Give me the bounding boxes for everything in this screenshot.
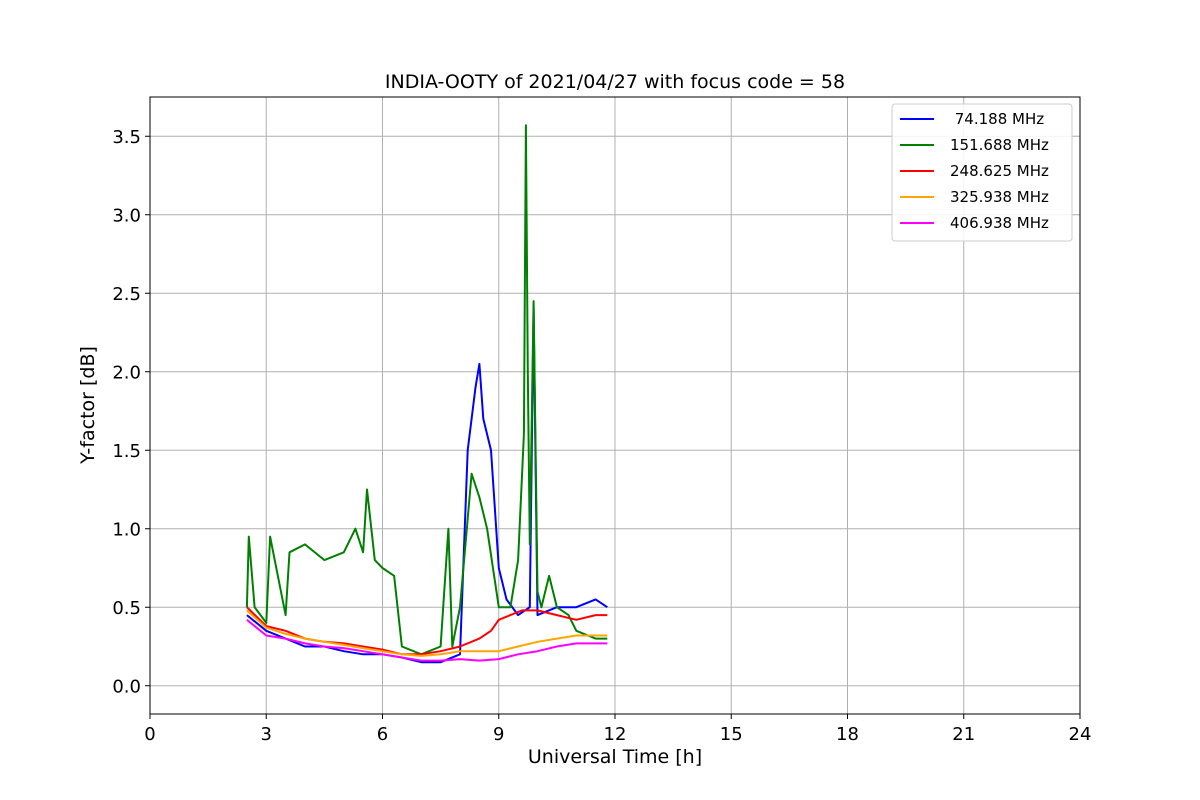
y-tick-label: 1.0: [112, 520, 141, 541]
x-tick-label: 3: [261, 724, 272, 745]
legend-label: 74.188 MHz: [950, 110, 1044, 128]
legend-label: 325.938 MHz: [950, 188, 1049, 206]
series-line-3: [246, 609, 608, 657]
y-axis: 0.0 0.5 1.0 1.5 2.0 2.5 3.0 3.5: [112, 127, 150, 698]
y-tick-label: 2.0: [112, 363, 141, 384]
legend-label: 151.688 MHz: [950, 136, 1049, 154]
series-line-4: [246, 619, 608, 662]
legend: 74.188 MHz 151.688 MHz 248.625 MHz 325.938 …: [891, 103, 1073, 242]
x-tick-label: 6: [377, 724, 388, 745]
y-tick-label: 0.0: [112, 677, 141, 698]
series-line-1: [245, 124, 608, 656]
y-tick-label: 3.0: [112, 206, 141, 227]
x-tick-label: 21: [952, 724, 975, 745]
y-tick-label: 0.5: [112, 598, 141, 619]
series-layer: [245, 124, 608, 664]
x-tick-label: 15: [720, 724, 743, 745]
x-tick-label: 18: [836, 724, 859, 745]
x-tick-label: 12: [604, 724, 627, 745]
x-axis: 0 3 6 9 12 15 18 21 24: [144, 714, 1091, 745]
y-tick-label: 2.5: [112, 284, 141, 305]
legend-box: [891, 103, 1073, 242]
x-tick-label: 24: [1069, 724, 1092, 745]
legend-label: 406.938 MHz: [950, 214, 1049, 232]
legend-label: 248.625 MHz: [950, 162, 1049, 180]
chart-title: INDIA-OOTY of 2021/04/27 with focus code…: [385, 71, 845, 93]
y-tick-label: 3.5: [112, 127, 141, 148]
x-axis-label: Universal Time [h]: [528, 746, 702, 768]
y-axis-label: Y-factor [dB]: [77, 346, 99, 465]
x-tick-label: 9: [493, 724, 504, 745]
x-tick-label: 0: [144, 724, 155, 745]
y-tick-label: 1.5: [112, 441, 141, 462]
